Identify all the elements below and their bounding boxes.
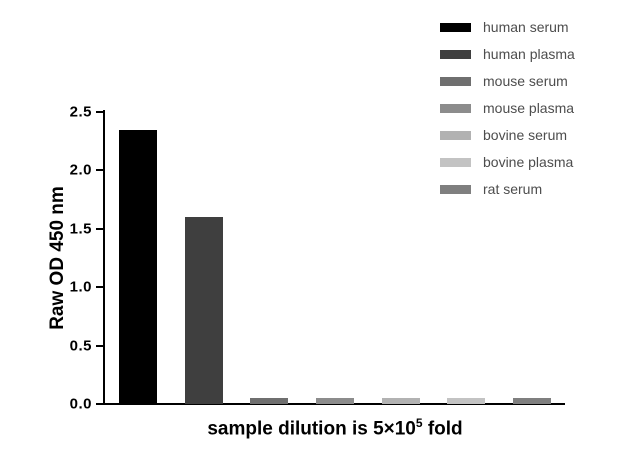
bar-rat-serum bbox=[513, 398, 552, 404]
y-tick-label: 2.0 bbox=[69, 161, 92, 179]
x-axis-label: sample dilution is 5×105 fold bbox=[207, 416, 462, 440]
x-axis-line bbox=[103, 403, 565, 405]
legend-label: bovine plasma bbox=[483, 154, 574, 170]
legend-label: rat serum bbox=[483, 181, 543, 197]
bar-human-serum bbox=[118, 129, 157, 404]
y-axis-line bbox=[103, 110, 105, 405]
y-tick-mark bbox=[96, 344, 104, 347]
x-axis-label-exponent: 5 bbox=[415, 416, 423, 430]
x-axis-label-suffix: fold bbox=[422, 418, 463, 440]
y-tick-mark bbox=[96, 169, 104, 172]
legend-item: human plasma bbox=[440, 45, 575, 63]
legend-label: human serum bbox=[483, 19, 569, 35]
legend-item: bovine plasma bbox=[440, 153, 575, 171]
legend-swatch bbox=[440, 22, 471, 32]
legend-label: bovine serum bbox=[483, 127, 568, 143]
x-axis-label-prefix: sample dilution is 5×10 bbox=[207, 418, 416, 440]
legend-swatch bbox=[440, 49, 471, 59]
legend-item: human serum bbox=[440, 18, 575, 36]
bar-human-plasma bbox=[184, 217, 223, 404]
y-axis-label: Raw OD 450 nm bbox=[47, 186, 68, 330]
bar-mouse-serum bbox=[250, 398, 289, 404]
y-tick-mark bbox=[96, 227, 104, 230]
bar-bovine-plasma bbox=[447, 398, 486, 404]
bar-mouse-plasma bbox=[316, 398, 354, 404]
legend-swatch bbox=[440, 184, 471, 194]
legend-swatch bbox=[440, 76, 471, 86]
y-tick-mark bbox=[96, 111, 104, 113]
legend-swatch bbox=[440, 130, 471, 140]
y-tick-label: 1.5 bbox=[69, 220, 92, 238]
y-tick-label: 0.5 bbox=[69, 337, 92, 355]
y-tick-mark bbox=[96, 286, 104, 289]
legend-label: mouse plasma bbox=[483, 100, 575, 116]
legend-item: mouse serum bbox=[440, 72, 575, 90]
legend-item: bovine serum bbox=[440, 126, 575, 144]
legend-label: human plasma bbox=[483, 46, 575, 62]
y-tick-label: 0.0 bbox=[69, 395, 92, 413]
legend-swatch bbox=[440, 157, 471, 167]
legend: human serum human plasma mouse serum mouse … bbox=[440, 18, 575, 207]
legend-label: mouse serum bbox=[483, 73, 568, 89]
y-tick-label: 1.0 bbox=[69, 278, 92, 296]
legend-swatch bbox=[440, 103, 471, 113]
legend-item: rat serum bbox=[440, 180, 575, 198]
legend-item: mouse plasma bbox=[440, 99, 575, 117]
y-tick-label: 2.5 bbox=[69, 103, 92, 121]
bar-bovine-serum bbox=[381, 398, 420, 404]
y-tick-mark bbox=[96, 403, 104, 405]
